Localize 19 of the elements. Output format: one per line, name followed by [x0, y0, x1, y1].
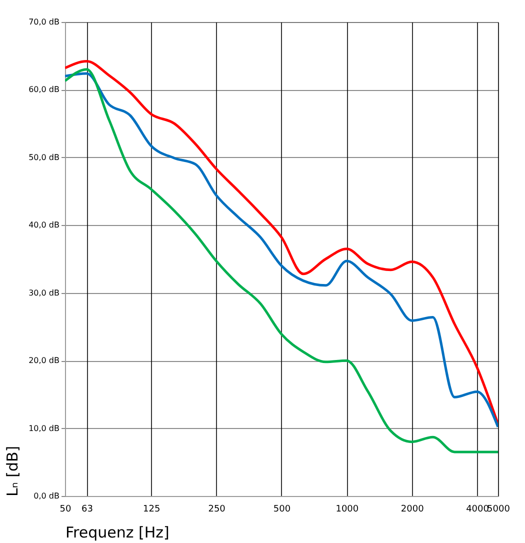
- x-tick-label: 5000: [487, 504, 510, 514]
- x-tick-label: 500: [273, 504, 291, 514]
- x-tick-label: 2000: [400, 504, 424, 514]
- x-axis-title: Frequenz [Hz]: [66, 524, 170, 542]
- y-tick-label: 0,0 dB: [34, 492, 60, 500]
- y-tick-label: 30,0 dB: [28, 288, 60, 298]
- y-tick-label: 70,0 dB: [28, 18, 60, 26]
- x-tick-label: 50: [60, 504, 72, 514]
- x-tick-label: 125: [143, 504, 160, 514]
- y-tick-label: 20,0 dB: [28, 356, 60, 366]
- x-tick-label: 1000: [336, 504, 359, 514]
- y-tick-label: 60,0 dB: [28, 85, 60, 94]
- y-axis-title: Lₙ [dB]: [4, 446, 22, 496]
- x-tick-label: 250: [208, 504, 226, 514]
- x-tick-label: 63: [82, 504, 93, 514]
- y-tick-label: 10,0 dB: [28, 424, 60, 433]
- x-tick-label: 4000: [466, 504, 490, 514]
- y-tick-label: 40,0 dB: [28, 220, 60, 230]
- y-tick-label: 50,0 dB: [28, 152, 60, 162]
